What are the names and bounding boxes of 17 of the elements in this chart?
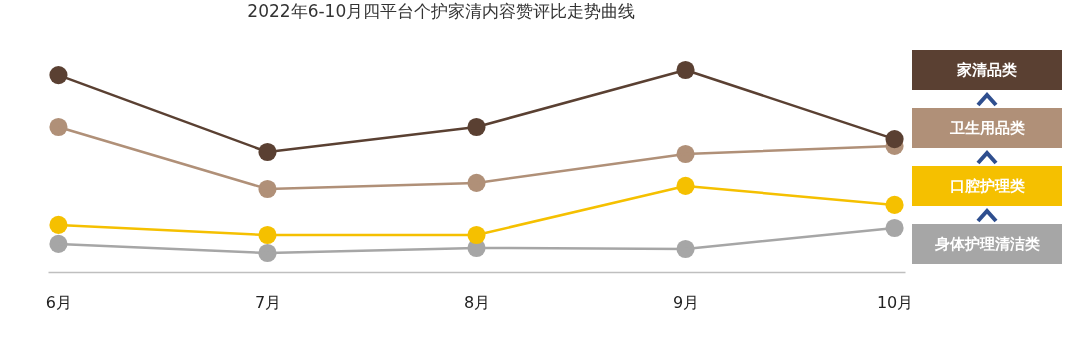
x-tick-label: 7月 <box>254 292 282 312</box>
x-tick-label: 9月 <box>672 292 700 312</box>
x-tick-label: 10月 <box>876 292 914 312</box>
point <box>467 117 486 137</box>
point <box>885 130 904 149</box>
text: 家清品类 <box>912 50 1062 90</box>
text: 卫生用品类 <box>912 108 1062 148</box>
text: 身体护理清洁类 <box>912 224 1062 264</box>
point <box>49 234 68 253</box>
x-tick-label: 6月 <box>45 292 73 312</box>
text: 口腔护理类 <box>912 166 1062 206</box>
point <box>676 60 695 80</box>
point <box>49 65 68 85</box>
point <box>49 215 68 234</box>
x-tick-label: 8月 <box>463 292 491 312</box>
point <box>258 142 277 162</box>
chart-title: 2022年6-10月四平台个护家清内容赞评比走势曲线 <box>247 0 636 21</box>
